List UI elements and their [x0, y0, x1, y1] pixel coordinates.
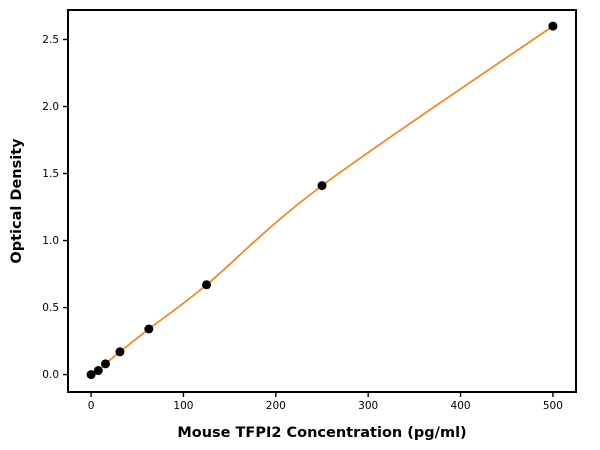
data-point — [202, 280, 212, 290]
x-tick-label: 500 — [543, 400, 563, 412]
data-point — [93, 366, 103, 376]
fit-curve — [90, 25, 554, 376]
y-tick-label: 0.0 — [42, 369, 59, 381]
y-tick-label: 1.0 — [42, 235, 59, 247]
data-point — [144, 324, 154, 334]
data-point — [115, 347, 125, 357]
plot-frame — [67, 9, 577, 393]
x-tick-label: 300 — [358, 400, 378, 412]
y-tick-label: 2.0 — [42, 101, 59, 113]
plot-layer: 0 100 200 300 400 500 0.0 0.5 1.0 1.5 2.0 2.5 — [42, 9, 577, 412]
data-point — [317, 181, 327, 191]
x-axis-label: Mouse TFPI2 Concentration (pg/ml) — [177, 425, 466, 441]
y-tick-label: 1.5 — [42, 168, 59, 180]
x-tick-label: 200 — [266, 400, 286, 412]
x-tick-label: 100 — [173, 400, 193, 412]
x-tick-label: 400 — [451, 400, 471, 412]
y-tick-label: 2.5 — [42, 34, 59, 46]
y-tick-label: 0.5 — [42, 302, 59, 314]
x-tick-label: 0 — [88, 400, 95, 412]
data-point — [86, 370, 96, 380]
data-point — [548, 21, 558, 31]
data-point — [100, 359, 110, 369]
y-axis-label: Optical Density — [9, 138, 25, 264]
